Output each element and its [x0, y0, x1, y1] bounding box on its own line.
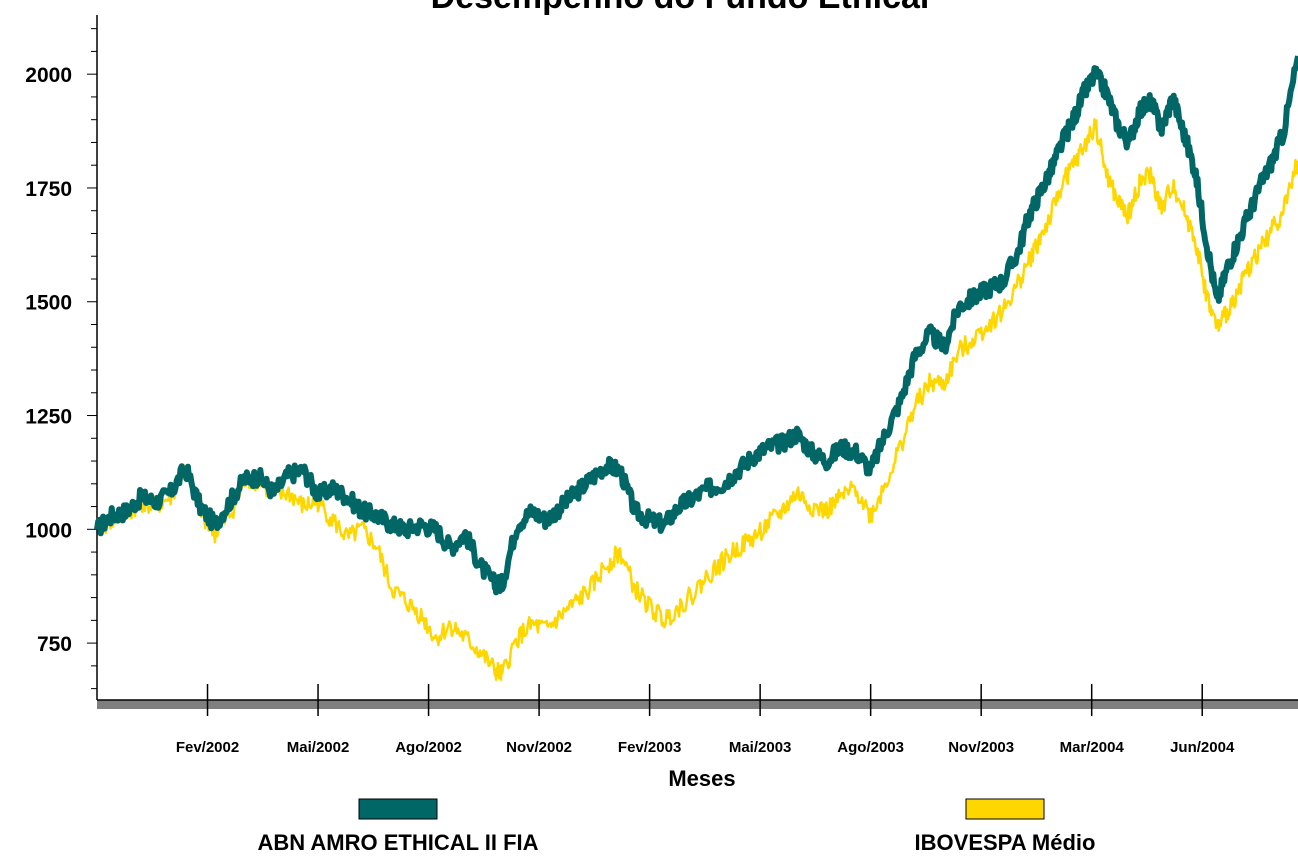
- y-tick-label: 1250: [25, 406, 72, 429]
- x-tick-label: Nov/2002: [506, 739, 572, 756]
- series-line-ibovespa: [95, 118, 1298, 681]
- x-tick-label: Fev/2003: [618, 739, 681, 756]
- y-axis: 750 1000 1250 1500 1750 2000: [25, 15, 98, 700]
- legend: ABN AMRO ETHICAL II FIA IBOVESPA Médio: [257, 798, 1096, 855]
- y-tick-label: 2000: [25, 64, 72, 87]
- legend-swatch-ibovespa: [965, 798, 1045, 820]
- y-tick-label: 1750: [25, 178, 72, 201]
- x-tick-label: Ago/2003: [837, 739, 904, 756]
- x-tick-label: Fev/2002: [176, 739, 239, 756]
- x-axis-title: Meses: [668, 766, 735, 791]
- y-tick-label: 750: [37, 633, 72, 656]
- x-axis-band: [97, 700, 1298, 709]
- y-tick-label: 1000: [25, 519, 72, 542]
- legend-swatch-ethical: [358, 798, 438, 820]
- x-tick-label: Mar/2004: [1060, 739, 1125, 756]
- x-tick-label: Mai/2002: [287, 739, 350, 756]
- legend-label-ibovespa: IBOVESPA Médio: [915, 830, 1096, 855]
- x-tick-label: Ago/2002: [395, 739, 462, 756]
- x-tick-label: Jun/2004: [1170, 739, 1235, 756]
- plot-area: [94, 55, 1298, 681]
- y-tick-label: 1500: [25, 292, 72, 315]
- legend-label-ethical: ABN AMRO ETHICAL II FIA: [257, 830, 538, 855]
- chart-title: Desempenho do Fundo Ethical: [431, 0, 930, 16]
- series-line-ethical: [94, 55, 1298, 596]
- x-tick-label: Nov/2003: [948, 739, 1014, 756]
- x-axis: Fev/2002 Mai/2002 Ago/2002 Nov/2002 Fev/2003…: [97, 684, 1298, 756]
- x-tick-label: Mai/2003: [729, 739, 792, 756]
